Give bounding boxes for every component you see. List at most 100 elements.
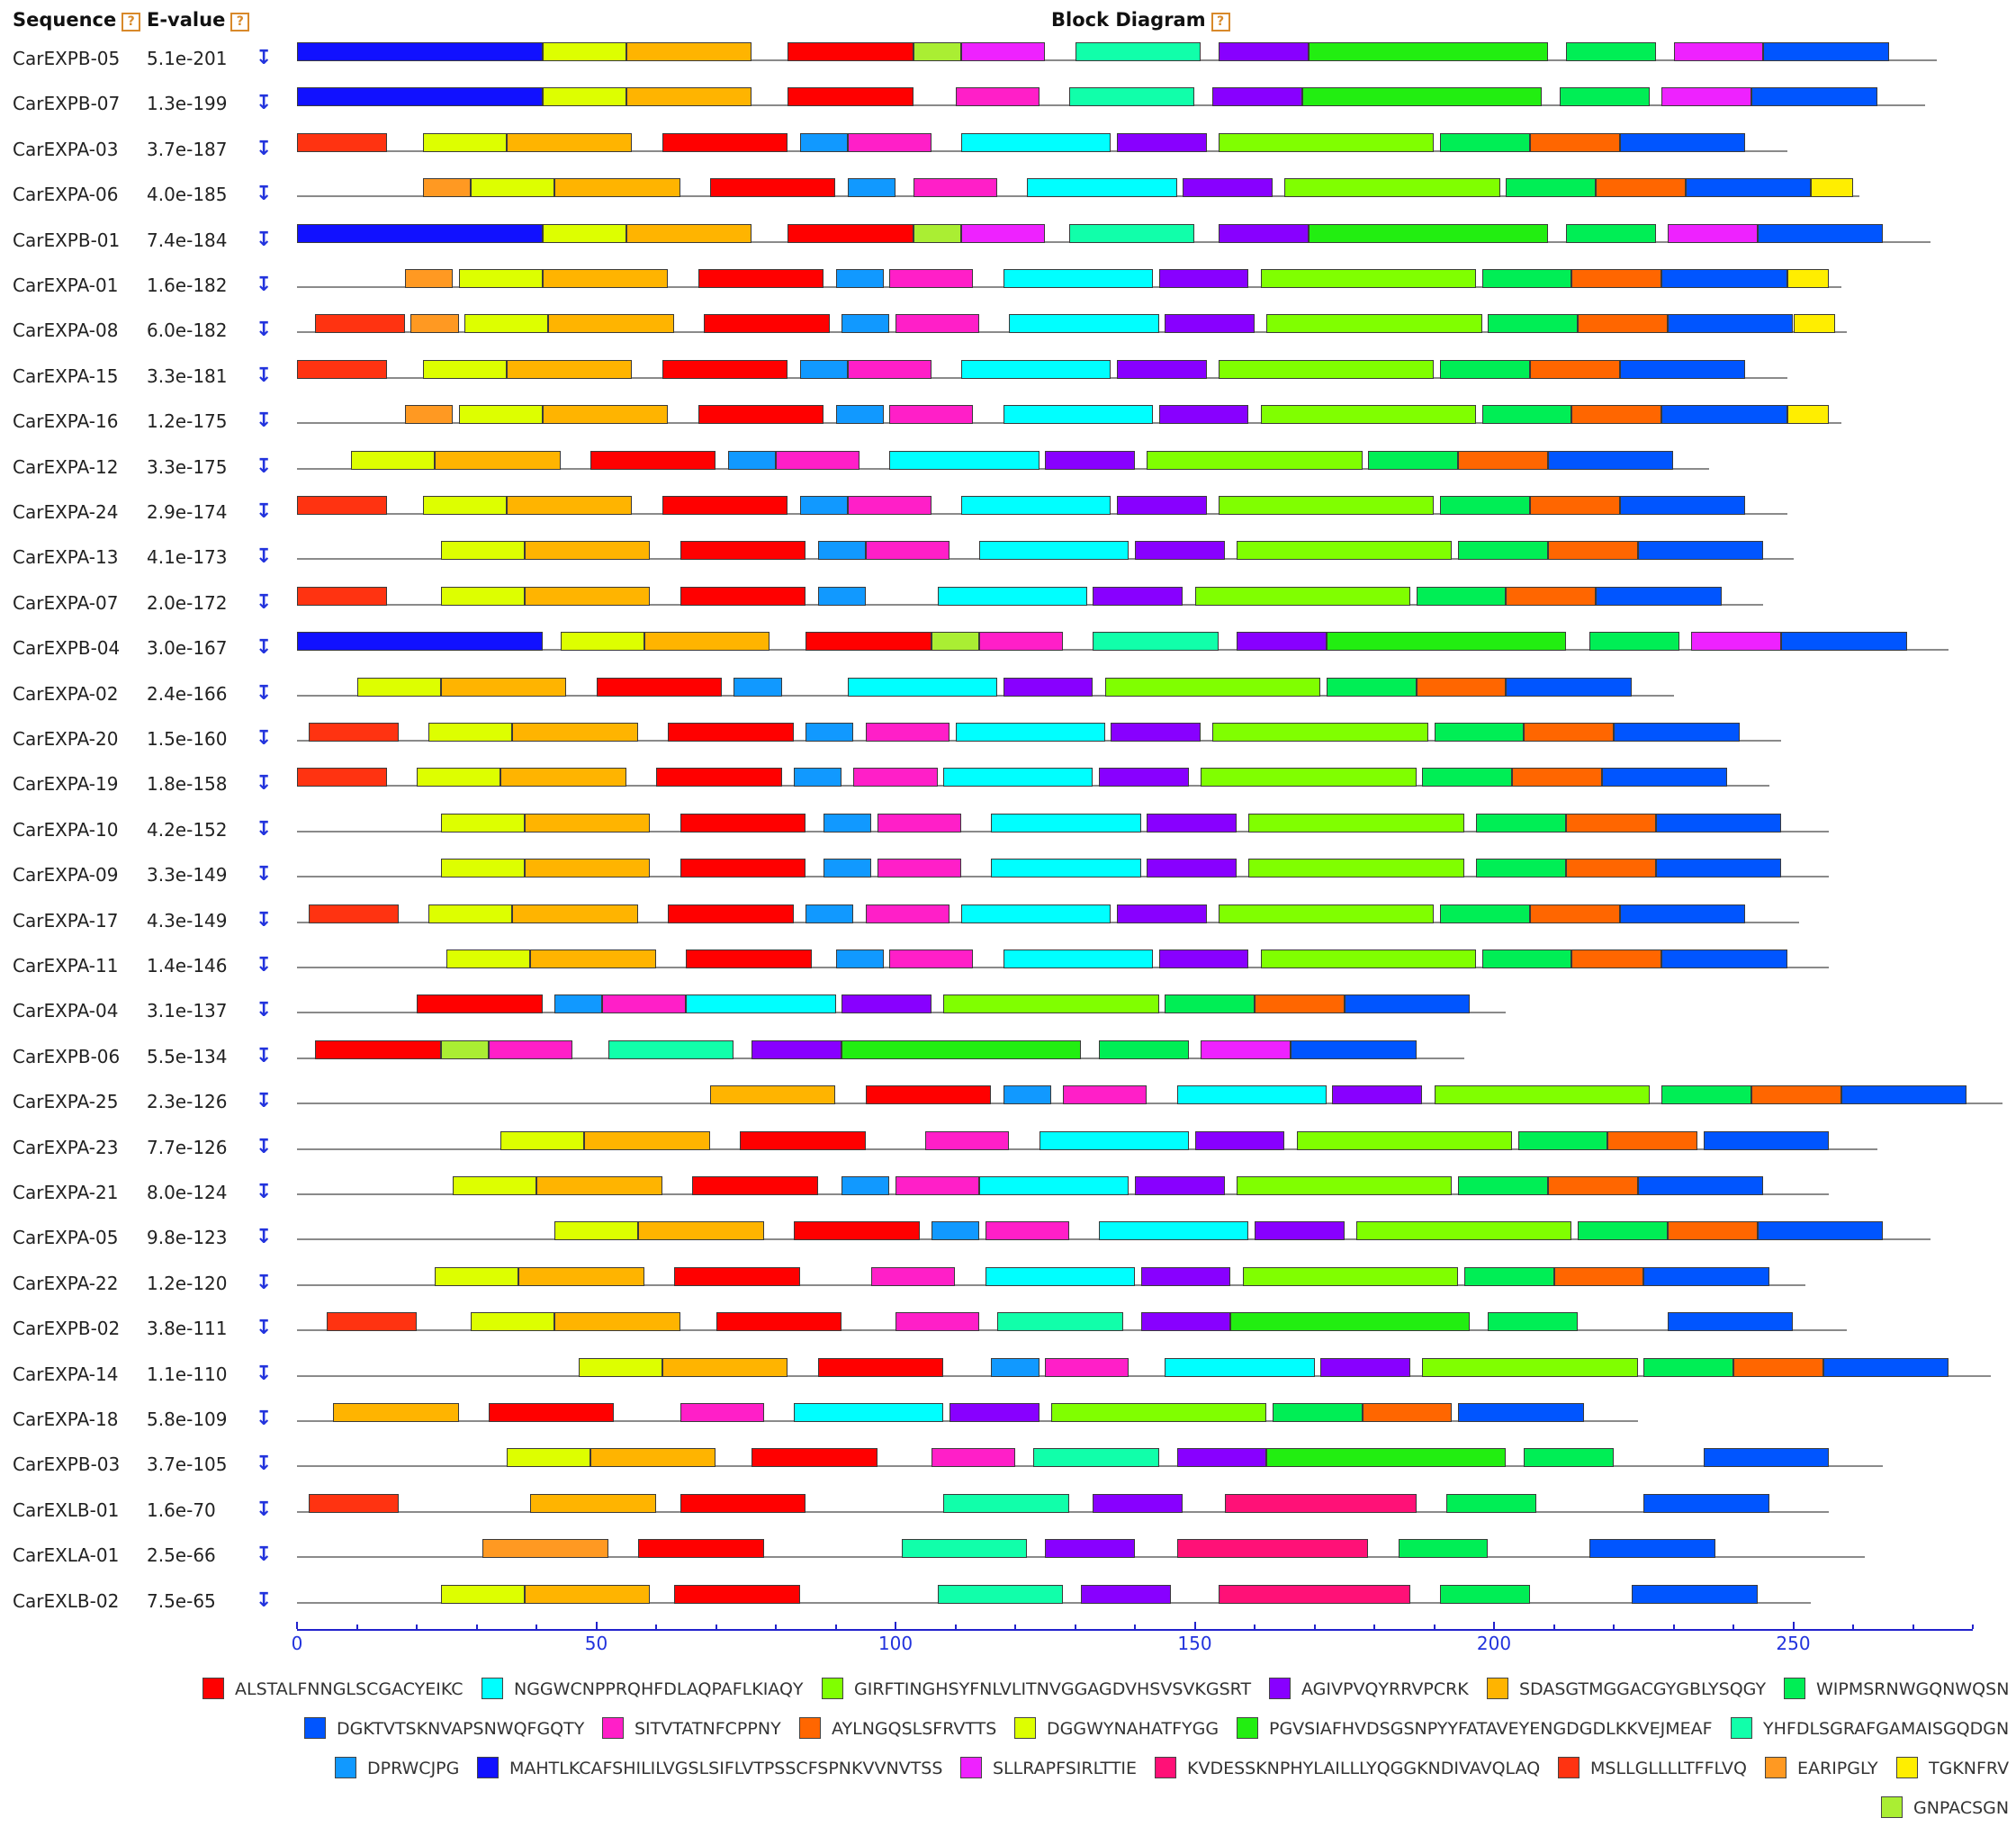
motif-block[interactable] <box>440 541 525 561</box>
block-diagram-help-icon[interactable]: ? <box>1210 13 1230 32</box>
motif-block[interactable] <box>500 1130 585 1150</box>
motif-block[interactable] <box>506 132 633 152</box>
motif-block[interactable] <box>524 541 651 561</box>
motif-block[interactable] <box>961 496 1112 515</box>
motif-block[interactable] <box>896 1176 980 1195</box>
motif-block[interactable] <box>422 496 507 515</box>
motif-block[interactable] <box>799 359 848 379</box>
strand-arrow-icon[interactable]: ↧ <box>256 183 273 206</box>
motif-block[interactable] <box>835 405 884 425</box>
motif-block[interactable] <box>1571 269 1662 288</box>
motif-block[interactable] <box>470 178 554 198</box>
motif-block[interactable] <box>584 1130 710 1150</box>
motif-block[interactable] <box>1637 541 1764 561</box>
motif-block[interactable] <box>1811 178 1853 198</box>
motif-block[interactable] <box>1506 178 1597 198</box>
motif-block[interactable] <box>662 496 788 515</box>
motif-block[interactable] <box>297 223 543 243</box>
sequence-name[interactable]: CarEXPA-21 <box>13 1182 119 1203</box>
motif-block[interactable] <box>542 269 669 288</box>
motif-block[interactable] <box>1757 223 1884 243</box>
motif-block[interactable] <box>668 904 794 923</box>
motif-block[interactable] <box>626 42 752 61</box>
motif-block[interactable] <box>1290 1040 1417 1059</box>
sequence-name[interactable]: CarEXPB-04 <box>13 637 121 660</box>
motif-block[interactable] <box>835 269 884 288</box>
sequence-name[interactable]: CarEXPA-03 <box>13 138 119 160</box>
motif-block[interactable] <box>1529 132 1620 152</box>
motif-block[interactable] <box>297 496 387 515</box>
sequence-name[interactable]: CarEXPA-16 <box>13 410 119 433</box>
motif-block[interactable] <box>889 450 1040 470</box>
motif-block[interactable] <box>817 586 866 606</box>
motif-block[interactable] <box>1308 42 1548 61</box>
motif-block[interactable] <box>518 1266 644 1286</box>
motif-block[interactable] <box>847 496 932 515</box>
strand-arrow-icon[interactable]: ↧ <box>256 1362 273 1385</box>
evalue-help-icon[interactable]: ? <box>230 13 250 32</box>
strand-arrow-icon[interactable]: ↧ <box>256 274 273 296</box>
motif-block[interactable] <box>530 950 656 968</box>
motif-block[interactable] <box>1165 1357 1315 1377</box>
motif-block[interactable] <box>1326 677 1417 697</box>
motif-block[interactable] <box>673 1584 800 1604</box>
motif-block[interactable] <box>297 132 387 152</box>
motif-block[interactable] <box>404 269 453 288</box>
motif-block[interactable] <box>1476 813 1566 832</box>
sequence-name[interactable]: CarEXPA-05 <box>13 1227 119 1249</box>
motif-block[interactable] <box>1260 405 1477 425</box>
motif-block[interactable] <box>524 813 651 832</box>
motif-block[interactable] <box>961 359 1112 379</box>
motif-block[interactable] <box>626 87 752 107</box>
motif-block[interactable] <box>428 904 513 923</box>
strand-arrow-icon[interactable]: ↧ <box>256 772 273 796</box>
motif-block[interactable] <box>1667 223 1758 243</box>
strand-arrow-icon[interactable]: ↧ <box>256 727 273 750</box>
motif-block[interactable] <box>1176 1085 1327 1105</box>
motif-block[interactable] <box>1140 1312 1231 1332</box>
motif-block[interactable] <box>716 1312 842 1332</box>
motif-block[interactable] <box>1793 314 1836 334</box>
motif-block[interactable] <box>1201 768 1417 788</box>
motif-block[interactable] <box>1219 132 1435 152</box>
motif-block[interactable] <box>440 1040 489 1059</box>
motif-block[interactable] <box>440 586 525 606</box>
motif-block[interactable] <box>680 1493 806 1513</box>
motif-block[interactable] <box>991 813 1141 832</box>
motif-block[interactable] <box>1781 632 1907 652</box>
sequence-name[interactable]: CarEXLA-01 <box>13 1544 120 1567</box>
motif-block[interactable] <box>1481 950 1572 968</box>
motif-block[interactable] <box>1757 1221 1884 1241</box>
motif-block[interactable] <box>554 994 603 1014</box>
motif-block[interactable] <box>309 723 400 742</box>
strand-arrow-icon[interactable]: ↧ <box>256 817 273 841</box>
motif-block[interactable] <box>1248 813 1464 832</box>
strand-arrow-icon[interactable]: ↧ <box>256 1317 273 1340</box>
motif-block[interactable] <box>578 1357 662 1377</box>
motif-block[interactable] <box>440 813 525 832</box>
motif-block[interactable] <box>560 632 644 652</box>
strand-arrow-icon[interactable]: ↧ <box>256 1090 273 1113</box>
motif-block[interactable] <box>1003 1085 1051 1105</box>
motif-block[interactable] <box>506 1448 590 1468</box>
motif-block[interactable] <box>1212 87 1303 107</box>
motif-block[interactable] <box>440 1584 525 1604</box>
sequence-name[interactable]: CarEXPA-25 <box>13 1091 119 1113</box>
motif-block[interactable] <box>943 768 1094 788</box>
motif-block[interactable] <box>1362 1403 1453 1422</box>
sequence-name[interactable]: CarEXPA-14 <box>13 1363 119 1385</box>
motif-block[interactable] <box>896 1312 980 1332</box>
motif-block[interactable] <box>1547 1176 1638 1195</box>
strand-arrow-icon[interactable]: ↧ <box>256 999 273 1022</box>
motif-block[interactable] <box>1237 632 1327 652</box>
sequence-name[interactable]: CarEXPA-12 <box>13 455 119 478</box>
motif-block[interactable] <box>1176 1539 1369 1559</box>
sequence-name[interactable]: CarEXPA-11 <box>13 955 119 976</box>
motif-block[interactable] <box>434 450 561 470</box>
motif-block[interactable] <box>1003 405 1153 425</box>
motif-block[interactable] <box>1458 1403 1584 1422</box>
motif-block[interactable] <box>734 677 782 697</box>
motif-block[interactable] <box>1529 904 1620 923</box>
motif-block[interactable] <box>1786 405 1830 425</box>
strand-arrow-icon[interactable]: ↧ <box>256 47 273 69</box>
